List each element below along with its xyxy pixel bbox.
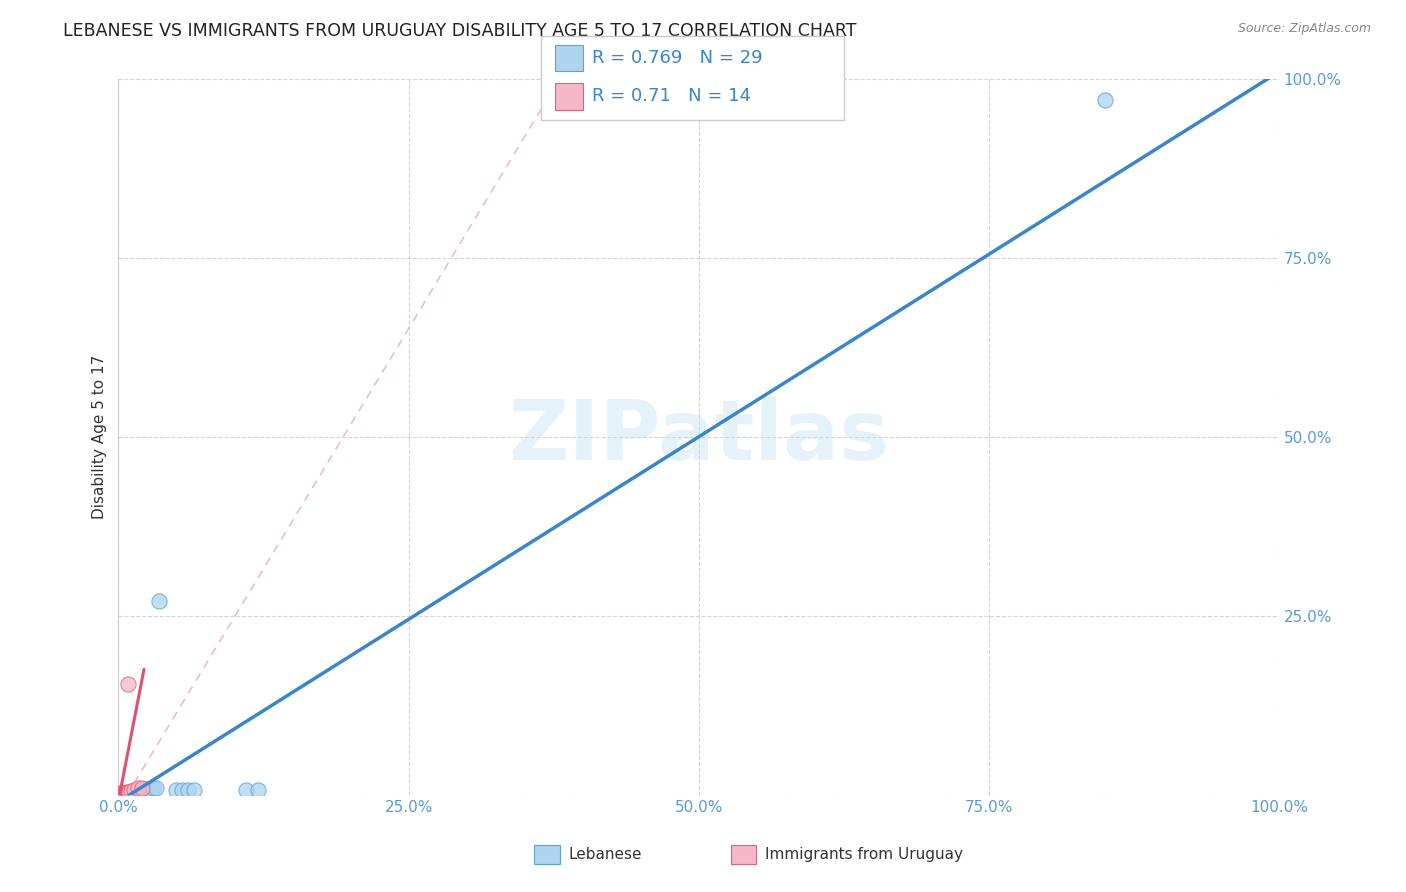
Point [114, 786, 136, 800]
Point [122, 786, 145, 800]
Point [111, 787, 134, 801]
Point [132, 782, 155, 797]
Point [127, 780, 149, 795]
Point [172, 782, 194, 797]
Point [145, 781, 167, 796]
Point [117, 677, 139, 691]
Point [108, 787, 131, 801]
Point [120, 786, 142, 800]
Point [108, 787, 131, 801]
Point [112, 786, 135, 800]
Point [166, 783, 188, 797]
Y-axis label: Disability Age 5 to 17: Disability Age 5 to 17 [93, 355, 107, 519]
Point [128, 785, 150, 799]
Point [110, 786, 132, 800]
Point [246, 782, 269, 797]
Point [131, 781, 153, 796]
Point [131, 781, 153, 796]
Point [112, 786, 135, 800]
Point [177, 782, 200, 797]
Point [118, 786, 141, 800]
Point [118, 785, 141, 799]
Point [111, 786, 134, 800]
Point [118, 787, 141, 801]
Point [142, 780, 165, 795]
Point [110, 786, 132, 800]
Point [112, 786, 135, 800]
Text: R = 0.769   N = 29: R = 0.769 N = 29 [592, 49, 762, 67]
Point [125, 786, 148, 800]
Point [136, 781, 159, 796]
Point [1094, 94, 1116, 108]
Text: Source: ZipAtlas.com: Source: ZipAtlas.com [1237, 22, 1371, 36]
Text: Immigrants from Uruguay: Immigrants from Uruguay [765, 847, 963, 862]
Point [114, 786, 136, 800]
Point [120, 784, 142, 798]
Point [112, 786, 135, 800]
Point [117, 786, 139, 800]
Point [122, 782, 145, 797]
Point [148, 594, 170, 608]
Text: R = 0.71   N = 14: R = 0.71 N = 14 [592, 87, 751, 105]
Text: LEBANESE VS IMMIGRANTS FROM URUGUAY DISABILITY AGE 5 TO 17 CORRELATION CHART: LEBANESE VS IMMIGRANTS FROM URUGUAY DISA… [63, 22, 856, 40]
Point [115, 786, 138, 800]
Text: Lebanese: Lebanese [568, 847, 641, 862]
Point [117, 786, 139, 800]
Point [183, 783, 205, 797]
Point [139, 782, 162, 797]
Point [115, 785, 138, 799]
Point [121, 786, 143, 800]
Point [235, 783, 257, 797]
Text: ZIPatlas: ZIPatlas [508, 396, 889, 477]
